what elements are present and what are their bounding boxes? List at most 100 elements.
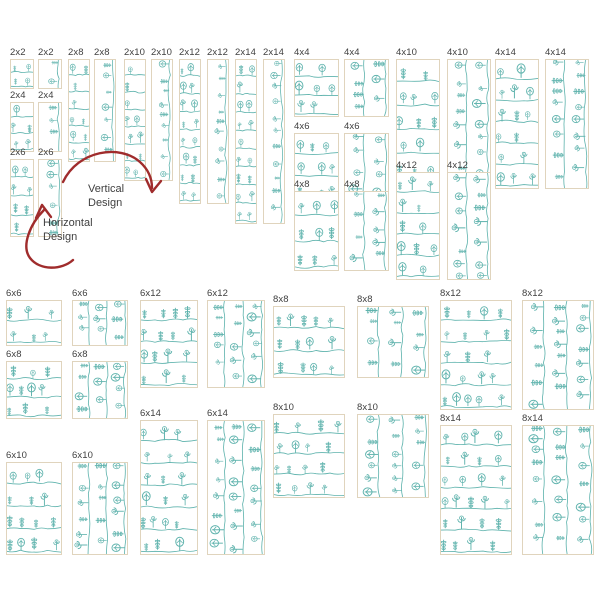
- swatch-pattern-art: [209, 421, 264, 554]
- swatch-pattern-art: [362, 415, 427, 497]
- swatch-6x12-vertical[interactable]: 6x12: [207, 288, 265, 388]
- swatch-4x6-horizontal[interactable]: 4x6: [294, 121, 339, 201]
- swatch-6x12-horizontal[interactable]: 6x12: [140, 288, 198, 388]
- swatch-size-label: 4x4: [344, 47, 360, 58]
- swatch-pattern-art: [365, 307, 427, 377]
- swatch-frame: [72, 361, 128, 419]
- swatch-frame: [124, 59, 146, 181]
- swatch-4x14-vertical[interactable]: 4x14: [545, 47, 589, 189]
- swatch-pattern-art: [180, 63, 200, 202]
- swatch-2x6-horizontal[interactable]: 2x6: [10, 147, 34, 237]
- swatch-6x14-horizontal[interactable]: 6x14: [140, 408, 198, 555]
- swatch-size-label: 8x8: [357, 294, 373, 305]
- swatch-frame: [495, 59, 539, 189]
- swatch-size-label: 2x14: [235, 47, 257, 58]
- swatch-6x6-vertical[interactable]: 6x6: [72, 288, 128, 346]
- swatch-size-label: 8x10: [273, 402, 295, 413]
- swatch-pattern-art: [74, 362, 127, 418]
- swatch-pattern-art: [441, 306, 511, 408]
- swatch-pattern-art: [48, 60, 60, 88]
- swatch-frame: [38, 102, 62, 152]
- swatch-frame: [440, 425, 512, 555]
- swatch-size-label: 6x10: [72, 450, 94, 461]
- swatch-frame: [10, 159, 34, 237]
- swatch-frame: [72, 462, 128, 555]
- swatch-size-label: 2x10: [124, 47, 146, 58]
- swatch-frame: [207, 300, 265, 388]
- swatch-6x10-horizontal[interactable]: 6x10: [6, 450, 62, 555]
- vertical-design-arrow-curve: [61, 150, 154, 190]
- swatch-pattern-art: [270, 60, 284, 223]
- swatch-8x14-horizontal[interactable]: 8x14: [440, 413, 512, 555]
- swatch-8x8-horizontal[interactable]: 8x8: [273, 294, 345, 378]
- swatch-6x14-vertical[interactable]: 6x14: [207, 408, 265, 555]
- swatch-size-label: 4x10: [447, 47, 469, 58]
- swatch-8x12-vertical[interactable]: 8x12: [522, 288, 594, 410]
- swatch-2x10-horizontal[interactable]: 2x10: [124, 47, 146, 181]
- swatch-4x4-horizontal[interactable]: 4x4: [294, 47, 339, 117]
- swatch-size-label: 2x4: [10, 90, 26, 101]
- swatch-frame: [396, 172, 440, 280]
- swatch-8x10-vertical[interactable]: 8x10: [357, 402, 429, 498]
- swatch-2x14-horizontal[interactable]: 2x14: [235, 47, 257, 224]
- swatch-frame: [273, 306, 345, 378]
- swatch-frame: [344, 59, 389, 117]
- swatch-6x6-horizontal[interactable]: 6x6: [6, 288, 62, 346]
- swatch-size-label: 2x8: [94, 47, 110, 58]
- swatch-8x10-horizontal[interactable]: 8x10: [273, 402, 345, 498]
- swatch-2x6-vertical[interactable]: 2x6: [38, 147, 62, 237]
- swatch-frame: [522, 425, 594, 555]
- swatch-4x6-vertical[interactable]: 4x6: [344, 121, 389, 201]
- swatch-size-label: 6x10: [6, 450, 28, 461]
- swatch-2x10-vertical[interactable]: 2x10: [151, 47, 173, 181]
- swatch-size-label: 2x2: [38, 47, 54, 58]
- swatch-6x8-vertical[interactable]: 6x8: [72, 349, 128, 419]
- swatch-4x10-vertical[interactable]: 4x10: [447, 47, 491, 181]
- horizontal-design-arrow-curve: [25, 208, 75, 269]
- swatch-2x12-horizontal[interactable]: 2x12: [179, 47, 201, 204]
- swatch-size-label: 6x8: [6, 349, 22, 360]
- swatch-2x2-vertical[interactable]: 2x2: [38, 47, 62, 89]
- swatch-pattern-art: [141, 426, 197, 553]
- swatch-4x8-horizontal[interactable]: 4x8: [294, 179, 339, 271]
- swatch-size-label: 4x8: [294, 179, 310, 190]
- swatch-pattern-art: [213, 301, 264, 387]
- swatch-size-label: 4x10: [396, 47, 418, 58]
- swatch-2x14-vertical[interactable]: 2x14: [263, 47, 285, 224]
- swatch-frame: [68, 59, 90, 162]
- swatch-8x12-horizontal[interactable]: 8x12: [440, 288, 512, 410]
- swatch-2x4-vertical[interactable]: 2x4: [38, 90, 62, 152]
- swatch-size-label: 2x14: [263, 47, 285, 58]
- swatch-size-label: 4x12: [447, 160, 469, 171]
- swatch-8x8-vertical[interactable]: 8x8: [357, 294, 429, 378]
- swatch-4x8-vertical[interactable]: 4x8: [344, 179, 389, 271]
- swatch-4x4-vertical[interactable]: 4x4: [344, 47, 389, 117]
- swatch-size-label: 2x12: [207, 47, 229, 58]
- swatch-4x12-vertical[interactable]: 4x12: [447, 160, 491, 280]
- swatch-frame: [294, 191, 339, 271]
- swatch-2x4-horizontal[interactable]: 2x4: [10, 90, 34, 152]
- swatch-6x10-vertical[interactable]: 6x10: [72, 450, 128, 555]
- swatch-pattern-art: [46, 160, 61, 236]
- swatch-size-label: 8x8: [273, 294, 289, 305]
- swatch-pattern-art: [11, 63, 33, 88]
- swatch-pattern-art: [7, 365, 61, 418]
- swatch-pattern-art: [274, 313, 344, 376]
- swatch-pattern-art: [528, 426, 593, 554]
- swatch-2x2-horizontal[interactable]: 2x2: [10, 47, 34, 89]
- swatch-size-label: 4x6: [294, 121, 310, 132]
- swatch-6x8-horizontal[interactable]: 6x8: [6, 349, 62, 419]
- swatch-4x14-horizontal[interactable]: 4x14: [495, 47, 539, 189]
- swatch-2x8-horizontal[interactable]: 2x8: [68, 47, 90, 162]
- swatch-4x10-horizontal[interactable]: 4x10: [396, 47, 440, 181]
- swatch-frame: [396, 59, 440, 181]
- swatch-size-label: 6x12: [140, 288, 162, 299]
- swatch-size-label: 2x12: [179, 47, 201, 58]
- swatch-4x12-horizontal[interactable]: 4x12: [396, 160, 440, 280]
- swatch-8x14-vertical[interactable]: 8x14: [522, 413, 594, 555]
- swatch-frame: [140, 420, 198, 555]
- swatch-2x12-vertical[interactable]: 2x12: [207, 47, 229, 204]
- swatch-pattern-art: [441, 428, 511, 553]
